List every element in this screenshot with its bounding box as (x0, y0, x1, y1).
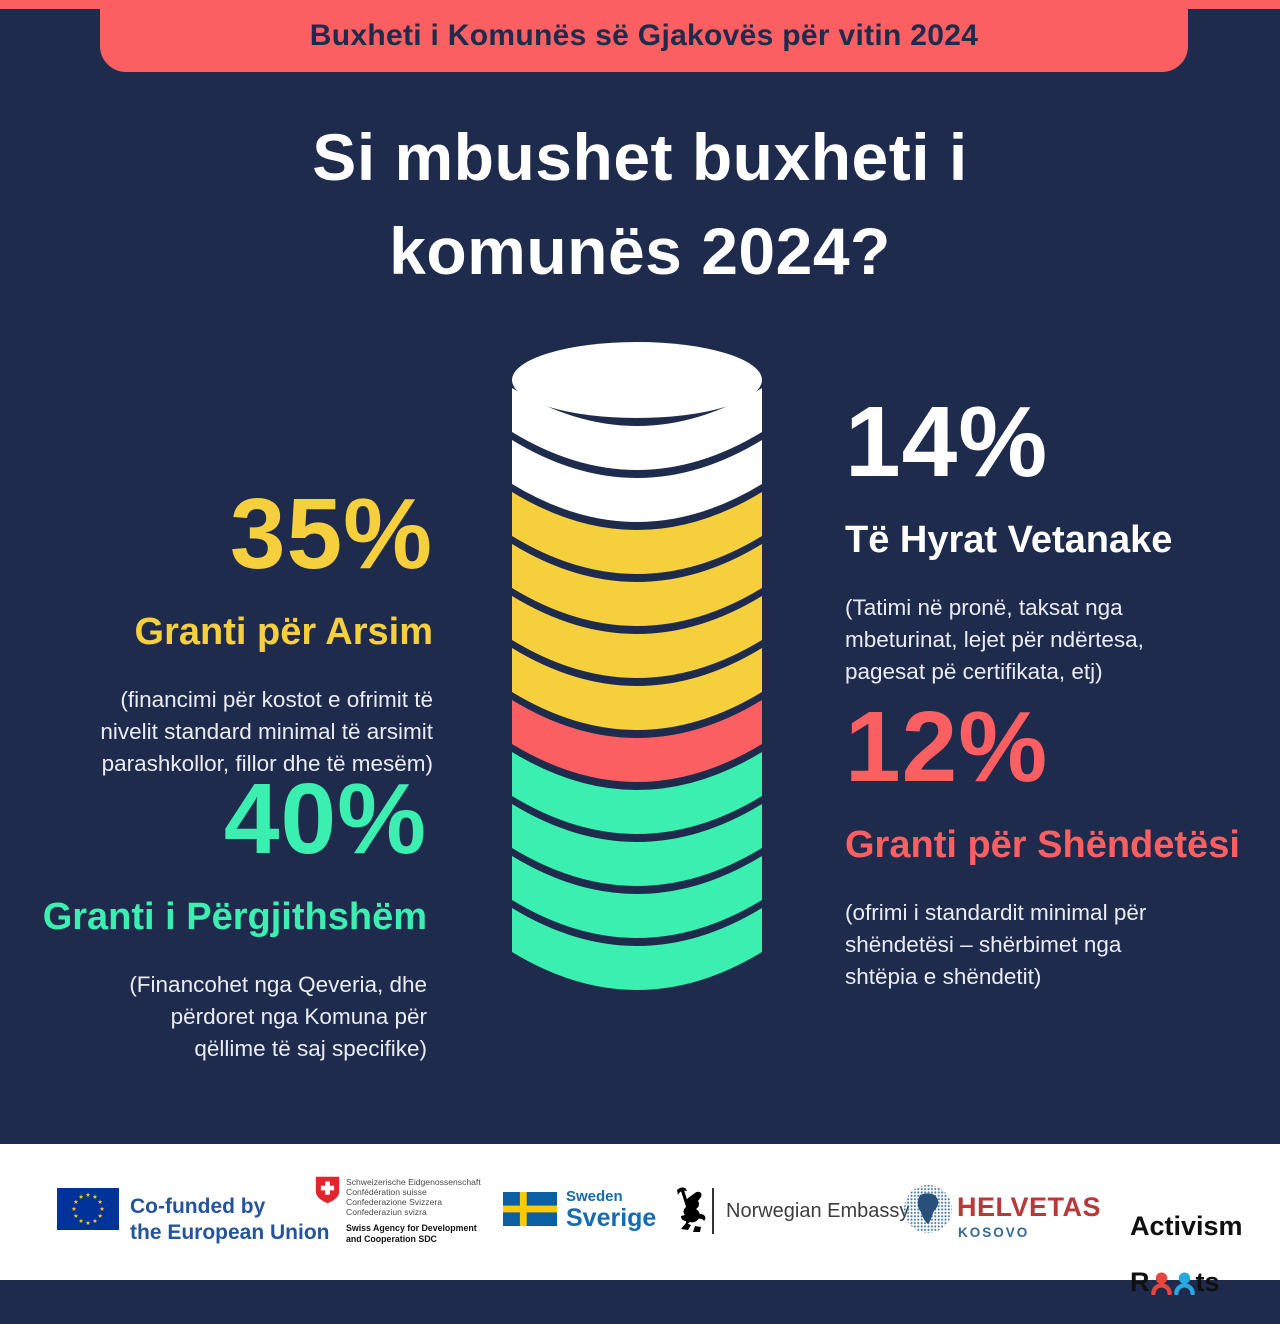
callout-arsim: 35% Granti për Arsim (financimi për kost… (100, 468, 433, 798)
callout-vetanake: 14% Të Hyrat Vetanake (Tatimi në pronë, … (845, 376, 1172, 706)
roots-ts: ts (1195, 1267, 1220, 1297)
coin (512, 544, 762, 626)
infographic-page: Buxheti i Komunës së Gjakovës për vitin … (0, 0, 1280, 1296)
vetanake-percent: 14% (845, 386, 1049, 498)
sweden-text-sv: Sverige (566, 1204, 657, 1232)
person-icon-blue (1173, 1272, 1195, 1295)
coin-stack-svg (512, 342, 762, 990)
coin (512, 856, 762, 938)
norway-lion-icon (677, 1187, 706, 1232)
coin-stack-chart (507, 337, 767, 997)
coin (512, 492, 762, 574)
sdc-agency-text: Swiss Agency for Development and Coopera… (346, 1223, 477, 1244)
norway-embassy-text: Norwegian Embassy (726, 1200, 910, 1222)
shendetesi-percent: 12% (845, 691, 1049, 803)
coin (512, 804, 762, 886)
roots-r: R (1130, 1267, 1150, 1297)
norway-logo-divider (712, 1188, 714, 1234)
vetanake-detail: (Tatimi në pronë, taksat nga mbeturinat,… (845, 595, 1144, 684)
eu-cofunded-text: Co-funded by the European Union (130, 1195, 330, 1244)
coin (512, 752, 762, 834)
page-title: Si mbushet buxheti i komunës 2024? (312, 120, 968, 288)
helvetas-globe-icon (904, 1185, 952, 1233)
coin (512, 388, 762, 470)
activism-word: Activism (1130, 1211, 1243, 1241)
arsim-detail: (financimi për kostot e ofrimit të nivel… (100, 687, 433, 776)
banner-title: Buxheti i Komunës së Gjakovës për vitin … (309, 19, 979, 52)
sweden-flag-icon (503, 1192, 557, 1226)
coin (512, 596, 762, 678)
arsim-percent: 35% (229, 478, 433, 590)
sdc-confederation-text: Schweizerische Eidgenossenschaft Confédé… (346, 1177, 481, 1217)
shendetesi-detail: (ofrimi i standardit minimal për shëndet… (845, 900, 1147, 989)
vetanake-label: Të Hyrat Vetanake (845, 519, 1173, 561)
pergjithshem-label: Granti i Përgjithshëm (42, 896, 427, 938)
helvetas-kosovo-text: KOSOVO (958, 1225, 1030, 1240)
banner: Buxheti i Komunës së Gjakovës për vitin … (100, 0, 1188, 72)
shendetesi-label: Granti për Shëndetësi (845, 824, 1240, 866)
pergjithshem-detail: (Financohet nga Qeveria, dhe përdoret ng… (129, 972, 427, 1061)
eu-flag-icon (57, 1188, 119, 1230)
person-icon-red (1150, 1272, 1172, 1295)
coin (512, 440, 762, 522)
callout-shendetesi: 12% Granti për Shëndetësi (ofrimi i stan… (845, 681, 1240, 1011)
helvetas-wordmark: HELVETAS (957, 1192, 1102, 1222)
roots-word: R ts (1130, 1268, 1243, 1296)
coin-top-face (512, 342, 762, 418)
footer-logo-strip: Co-funded by the European Union Schweize… (0, 1144, 1280, 1296)
pergjithshem-percent: 40% (223, 763, 427, 875)
callout-pergjithshem: 40% Granti i Përgjithshëm (Financohet ng… (43, 753, 427, 1083)
arsim-label: Granti për Arsim (134, 611, 433, 653)
sweden-text-en: Sweden (566, 1188, 623, 1205)
activism-roots-logo: Activism R ts (1130, 1184, 1243, 1324)
coin (512, 700, 762, 782)
swiss-shield-icon (315, 1176, 340, 1204)
coin (512, 908, 762, 990)
coin (512, 648, 762, 730)
